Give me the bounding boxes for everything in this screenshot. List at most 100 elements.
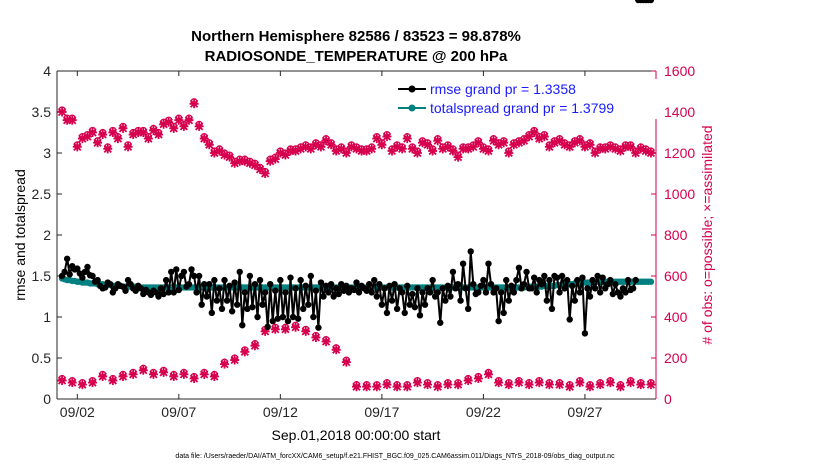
rmse-point [272,287,279,294]
rmse-point [63,255,71,262]
obs-lower-assimilated-marker [382,380,392,390]
obs-lower-assimilated-marker [108,376,118,386]
obs-upper-assimilated-marker [428,146,438,156]
obs-lower-assimilated-marker [240,347,250,357]
rmse-point [569,282,576,290]
obs-lower-assimilated-marker [250,341,260,351]
obs-upper-assimilated-marker [174,115,184,125]
rmse-point [294,315,302,322]
obs-lower-assimilated-marker [565,382,575,392]
obs-upper-assimilated-marker [529,128,539,137]
rmse-point [467,248,474,255]
rmse-point [371,276,378,284]
obs-lower-assimilated-marker [646,380,656,390]
obs-upper-assimilated-marker [220,150,230,160]
obs-lower-assimilated-marker [321,337,331,347]
obs-upper-assimilated-marker [148,125,158,135]
rmse-point [510,289,518,296]
rmse-point [579,274,586,281]
obs-upper-assimilated-marker [473,138,483,148]
left-tick-label: 1 [43,309,51,325]
rmse-point [107,281,114,288]
rmse-point [470,281,477,288]
rmse-point [508,282,515,290]
obs-upper-assimilated-marker [209,148,219,158]
rmse-point [203,293,210,300]
obs-upper-assimilated-marker [514,138,524,148]
rmse-point [475,289,482,296]
rmse-point [165,289,172,296]
rmse-point [305,301,312,308]
left-tick-label: 2.5 [32,186,52,202]
obs-lower-assimilated-marker [494,378,504,388]
rmse-point [228,308,236,315]
obs-upper-assimilated-marker [565,142,575,152]
rmse-point [173,266,180,273]
obs-upper-assimilated-marker [585,140,595,150]
rmse-point [442,297,449,304]
obs-upper-assimilated-marker [336,144,346,154]
obs-lower-assimilated-marker [636,380,646,390]
rmse-point [541,272,548,280]
obs-lower-assimilated-marker [77,380,87,390]
obs-lower-assimilated-marker [118,371,128,381]
rmse-point [94,276,101,284]
obs-upper-assimilated-marker [478,144,488,154]
obs-upper-assimilated-marker [615,146,625,156]
rmse-point [244,305,251,312]
obs-lower-assimilated-marker [199,369,209,379]
obs-upper-assimilated-marker [204,140,214,150]
rmse-point [218,305,226,312]
rmse-point [386,282,393,290]
obs-upper-assimilated-marker [103,144,113,154]
rmse-point [249,303,256,311]
left-tick-label: 0.5 [32,350,52,366]
obs-upper-assimilated-marker [621,142,631,152]
obs-upper-assimilated-marker [88,128,98,137]
rmse-point [190,272,198,280]
rmse-point [234,301,241,308]
obs-upper-assimilated-marker [539,132,549,142]
rmse-point [543,297,551,304]
rmse-point [513,276,520,284]
rmse-point [609,290,617,298]
rmse-point [74,265,81,272]
left-tick-label: 2 [43,227,51,243]
rmse-point [454,281,462,288]
left-axis: 0 0.5 1 1.5 2 2.5 3 3.5 4 [32,63,656,407]
obs-upper-assimilated-marker [169,123,179,133]
rmse-point [284,317,292,325]
obs-lower-assimilated-marker [626,378,636,388]
legend-rmse-label: rmse grand pr = 1.3358 [430,81,576,97]
obs-upper-assimilated-marker [98,130,108,140]
rmse-point [548,305,556,312]
obs-lower-assimilated-marker [230,355,240,365]
rmse-point [307,272,315,280]
rmse-point [607,276,614,284]
legend-rmse-marker [408,85,416,93]
obs-upper-assimilated-marker [270,154,280,164]
obs-upper-assimilated-marker [321,136,331,146]
obs-upper-assimilated-marker [433,136,443,146]
right-tick-label: 200 [664,350,688,366]
obs-upper-assimilated-marker [67,115,77,125]
rmse-point [632,276,639,284]
obs-upper-assimilated-marker [367,144,377,154]
rmse-point [617,293,624,300]
obs-upper-assimilated-marker [199,134,209,144]
obs-lower-assimilated-marker [483,369,493,379]
plot-area [57,71,656,399]
rmse-point [533,289,540,296]
left-tick-label: 1.5 [32,268,52,284]
rmse-point [487,281,495,288]
rmse-point [553,274,561,281]
obs-upper-assimilated-marker [417,138,427,148]
rmse-point [155,293,162,300]
legend-spread-marker [408,104,416,112]
x-axis: 09/02 09/07 09/12 09/17 09/22 09/27 [57,71,656,420]
obs-upper-assimilated-marker [453,152,463,162]
obs-upper-assimilated-marker [636,144,646,154]
rmse-point [530,274,538,281]
rmse-point [492,285,500,292]
right-tick-label: 800 [664,227,688,243]
